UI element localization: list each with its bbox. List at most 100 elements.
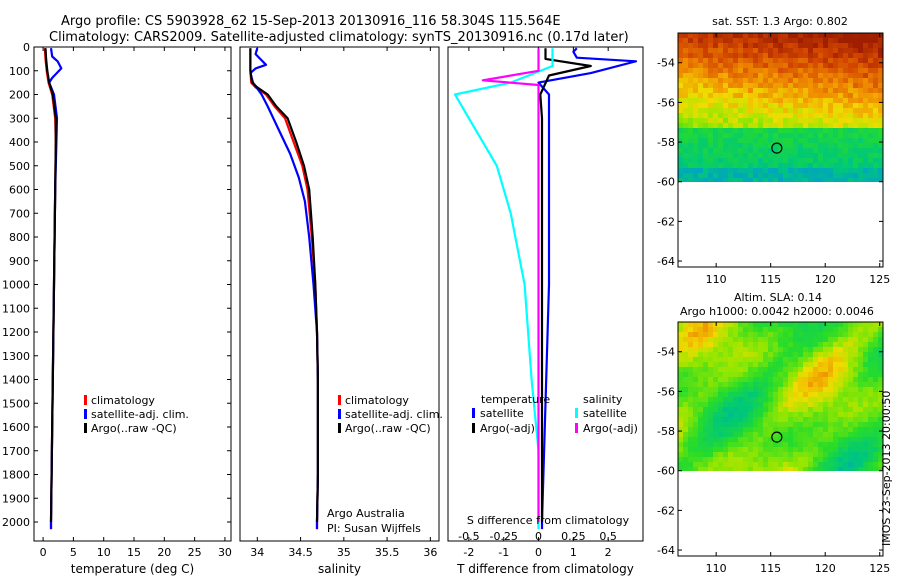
y-tick-label: -64 xyxy=(657,544,675,557)
y-tick-label: 300 xyxy=(9,112,30,125)
map-title: sat. SST: 1.3 Argo: 0.802 xyxy=(712,15,848,28)
plot-frame xyxy=(33,46,232,542)
legend-label: Argo(-adj) xyxy=(480,422,535,435)
x-tick-label: 35 xyxy=(337,546,351,559)
series-line-argo-adj- xyxy=(481,48,540,522)
map-frame xyxy=(677,32,884,268)
y-tick-label: 200 xyxy=(9,89,30,102)
x-tick-label: 25 xyxy=(188,546,202,559)
legend-heading: temperature xyxy=(481,393,550,406)
x-tick-label: 15 xyxy=(127,546,141,559)
temperature-profile: 0100200300400500600700800900100011001200… xyxy=(2,41,232,576)
y-tick-label: 100 xyxy=(9,65,30,78)
series-line-satellite-adj-clim- xyxy=(249,47,319,530)
legend-label: satellite xyxy=(480,407,524,420)
y-tick-label: -58 xyxy=(657,425,675,438)
y-tick-label: -62 xyxy=(657,504,675,517)
x-axis-label-top: S difference from climatology xyxy=(467,514,630,527)
figure-title-line-2: Climatology: CARS2009. Satellite-adjuste… xyxy=(49,30,629,45)
y-tick-label: 1500 xyxy=(2,397,30,410)
x-tick-label: 120 xyxy=(815,273,836,286)
x-tick-label: 120 xyxy=(815,562,836,575)
map-frame xyxy=(677,321,884,557)
legend-swatch xyxy=(472,423,475,433)
map-cells xyxy=(678,33,884,183)
legend-swatch xyxy=(84,395,87,405)
y-tick-label: 900 xyxy=(9,255,30,268)
y-tick-label: -54 xyxy=(657,57,675,70)
salinity-profile: 34 34.5 35 35.5 36 salinity climatologysatelli… xyxy=(239,46,443,576)
legend-swatch xyxy=(575,408,578,418)
x-tick-label: -2 xyxy=(463,546,474,559)
legend-swatch xyxy=(338,395,341,405)
sla-map: -54 -56 -58 -60 -62 -64 110 115 120 125 Altim. SLA… xyxy=(657,291,890,575)
legend-label: satellite-adj. clim. xyxy=(345,408,443,421)
plot-frame xyxy=(447,46,644,542)
x-tick-label: 0 xyxy=(40,546,47,559)
argo-position-marker xyxy=(771,431,783,443)
series-line-argo-raw-qc- xyxy=(249,48,319,523)
y-tick-label: 1200 xyxy=(2,326,30,339)
x-tick-label: 1 xyxy=(570,546,577,559)
x-tick-label-top: -0.5 xyxy=(458,530,479,543)
series-line-satellite xyxy=(537,47,638,530)
y-tick-label: 1300 xyxy=(2,350,30,363)
y-tick-label: -58 xyxy=(657,136,675,149)
x-tick-label: 125 xyxy=(869,562,890,575)
x-tick-label: 35.5 xyxy=(375,546,400,559)
imos-timestamp: IMOS 23-Sep-2013 20:00:50 xyxy=(880,391,893,546)
x-tick-label: -1 xyxy=(498,546,509,559)
x-axis-label: T difference from climatology xyxy=(456,562,634,576)
legend-swatch xyxy=(84,409,87,419)
legend-swatch xyxy=(472,408,475,418)
y-tick-label: -62 xyxy=(657,215,675,228)
annotation-line: Argo Australia xyxy=(327,507,405,520)
x-tick-label: 30 xyxy=(218,546,232,559)
y-tick-label: 1700 xyxy=(2,445,30,458)
y-tick-label: 1400 xyxy=(2,374,30,387)
y-tick-label: -56 xyxy=(657,385,675,398)
series-line-argo-raw-qc- xyxy=(44,48,57,523)
argo-position-marker xyxy=(771,142,783,154)
y-tick-label: 1800 xyxy=(2,469,30,482)
map-title: Altim. SLA: 0.14 xyxy=(734,291,822,304)
x-tick-label-top: 0.5 xyxy=(599,530,617,543)
sst-map: -54 -56 -58 -60 -62 -64 110 115 120 125 sat. SST: … xyxy=(657,15,890,286)
series-line-climatology xyxy=(249,48,319,530)
x-tick-label: 0 xyxy=(535,546,542,559)
legend-label: Argo(..raw -QC) xyxy=(345,422,431,435)
x-tick-label-top: 0 xyxy=(535,530,542,543)
x-tick-label: 36 xyxy=(423,546,437,559)
x-tick-label-top: 0.25 xyxy=(561,530,586,543)
legend-heading: salinity xyxy=(583,393,623,406)
x-tick-label: 34 xyxy=(250,546,264,559)
y-tick-label: 1100 xyxy=(2,302,30,315)
x-tick-label: 110 xyxy=(706,273,727,286)
y-tick-label: -54 xyxy=(657,346,675,359)
y-tick-label: -60 xyxy=(657,176,675,189)
y-tick-label: 500 xyxy=(9,160,30,173)
x-axis-label: temperature (deg C) xyxy=(71,562,194,576)
x-axis-label: salinity xyxy=(318,562,361,576)
figure-title-line-1: Argo profile: CS 5903928_62 15-Sep-2013 … xyxy=(61,14,561,29)
y-tick-label: 400 xyxy=(9,136,30,149)
legend-label: satellite-adj. clim. xyxy=(91,408,189,421)
difference-profile: -2 -1 0 1 2 T difference from climatology S di… xyxy=(447,46,644,576)
legend-label: satellite xyxy=(583,407,627,420)
x-tick-label: 2 xyxy=(605,546,612,559)
y-tick-label: 800 xyxy=(9,231,30,244)
y-tick-label: 1600 xyxy=(2,421,30,434)
y-tick-label: -64 xyxy=(657,255,675,268)
y-tick-label: -56 xyxy=(657,96,675,109)
legend-label: climatology xyxy=(345,394,409,407)
x-tick-label: 125 xyxy=(869,273,890,286)
annotation-line: PI: Susan Wijffels xyxy=(327,522,421,535)
legend-swatch xyxy=(575,423,578,433)
map-cells xyxy=(678,322,884,472)
y-tick-label: 1000 xyxy=(2,279,30,292)
legend-label: Argo(-adj) xyxy=(583,422,638,435)
y-tick-label: 1900 xyxy=(2,492,30,505)
y-tick-label: 2000 xyxy=(2,516,30,529)
